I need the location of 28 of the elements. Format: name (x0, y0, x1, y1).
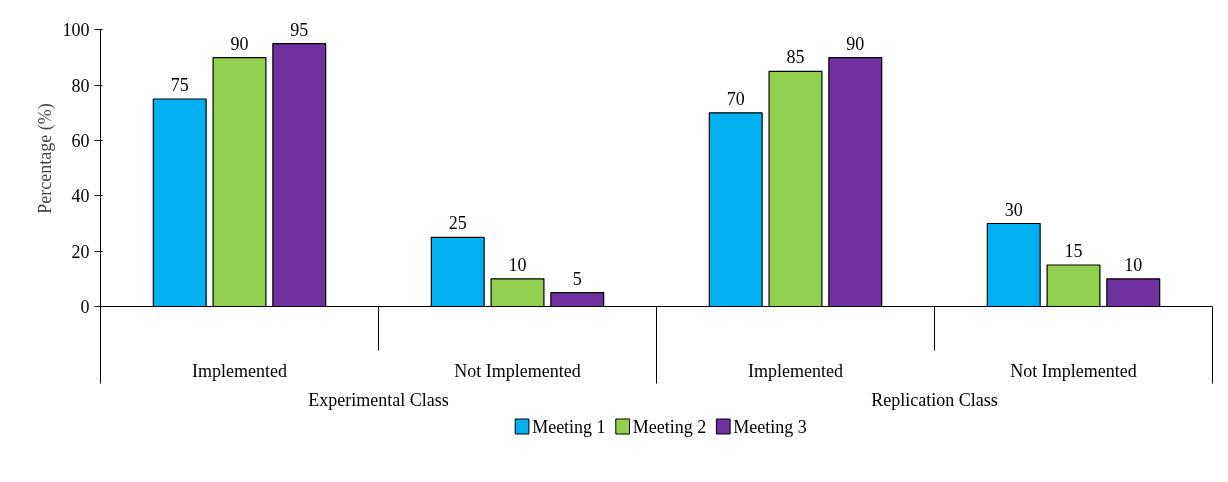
data-label: 90 (846, 33, 865, 54)
y-tick-label: 0 (80, 297, 90, 317)
text: Experimental Class (308, 389, 449, 410)
data-label: 90 (230, 33, 249, 54)
data-label: 30 (1004, 199, 1023, 220)
y-axis-title: Percentage (%) (34, 103, 56, 214)
data-label: 10 (508, 254, 527, 275)
y-tick-label: 60 (71, 131, 90, 152)
text: Replication Class (871, 389, 998, 410)
y-tick-label: 80 (71, 75, 90, 96)
data-label: 15 (1064, 241, 1083, 261)
data-label: 25 (448, 213, 467, 234)
x-tick-label: Implemented (748, 360, 843, 381)
y-tick-label: 40 (71, 186, 90, 207)
x-tick-label: Implemented (192, 360, 287, 381)
data-label: 5 (572, 268, 582, 289)
data-label: 75 (170, 75, 189, 96)
data-label: 10 (1124, 254, 1143, 275)
y-tick-label: 100 (62, 20, 90, 41)
y-tick-label: 20 (71, 241, 90, 262)
legend-label: Meeting 3 (733, 416, 807, 437)
x-tick-label: Not Implemented (1010, 360, 1137, 381)
legend-label: Meeting 2 (632, 416, 707, 437)
x-tick-label: Not Implemented (454, 360, 581, 381)
data-label: 95 (290, 19, 309, 40)
data-label: 70 (726, 88, 745, 109)
legend-label: Meeting 1 (532, 416, 606, 437)
data-label: 85 (786, 47, 805, 68)
